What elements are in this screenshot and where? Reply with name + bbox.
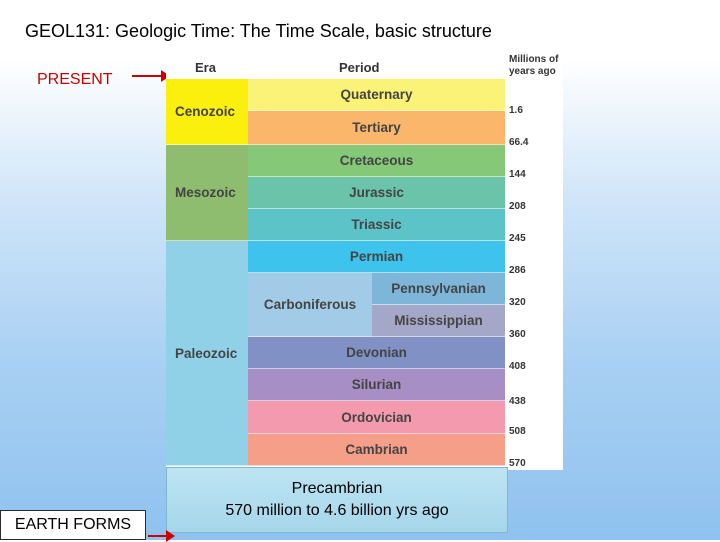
tick-label: 508 [509, 426, 526, 437]
period-triassic: Triassic [248, 209, 505, 241]
period-header: Period [339, 60, 380, 75]
earth-forms-label: EARTH FORMS [0, 510, 146, 540]
period-cambrian: Cambrian [248, 434, 505, 466]
precambrian-name: Precambrian [291, 480, 383, 497]
era-header: Era [195, 60, 216, 75]
period-mississippian: Mississippian [372, 305, 505, 337]
period-tertiary: Tertiary [248, 111, 505, 145]
period-quaternary: Quaternary [248, 79, 505, 111]
tick-label: 245 [509, 233, 526, 244]
period-ordovician: Ordovician [248, 401, 505, 434]
period-devonian: Devonian [248, 337, 505, 369]
period-jurassic: Jurassic [248, 177, 505, 209]
tick-label: 208 [509, 201, 526, 212]
period-permian: Permian [248, 241, 505, 273]
period-pennsylvanian: Pennsylvanian [372, 273, 505, 305]
tick-label: 286 [509, 265, 526, 276]
earth-forms-arrow-icon [148, 530, 175, 542]
precambrian-box: Precambrian 570 million to 4.6 billion y… [166, 467, 508, 533]
page-title: GEOL131: Geologic Time: The Time Scale, … [25, 21, 492, 41]
tick-label: 320 [509, 297, 526, 308]
period-cretaceous: Cretaceous [248, 145, 505, 177]
period-silurian: Silurian [248, 369, 505, 401]
tick-label: 66.4 [509, 137, 529, 148]
era-cenozoic: Cenozoic [166, 79, 248, 145]
era-mesozoic: Mesozoic [166, 145, 248, 241]
tick-label: 360 [509, 329, 526, 340]
period-carboniferous: Carboniferous [248, 273, 372, 337]
precambrian-range: 570 million to 4.6 billion yrs ago [225, 502, 449, 519]
present-label: PRESENT [37, 71, 113, 88]
era-paleozoic: Paleozoic [166, 241, 248, 466]
tick-label: 438 [509, 396, 526, 407]
time-scale-chart: Era Period Millions of years ago Cenozoi… [166, 52, 563, 470]
tick-label: 570 [509, 458, 526, 469]
tick-label: 1.6 [509, 105, 523, 116]
present-arrow-icon [132, 70, 170, 82]
mya-header: Millions of years ago [509, 54, 559, 77]
tick-label: 144 [509, 169, 526, 180]
tick-label: 408 [509, 361, 526, 372]
